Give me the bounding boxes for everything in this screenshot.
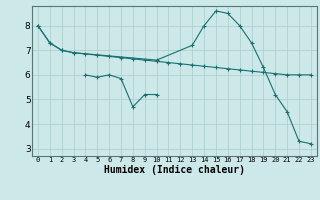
X-axis label: Humidex (Indice chaleur): Humidex (Indice chaleur) [104, 165, 245, 175]
